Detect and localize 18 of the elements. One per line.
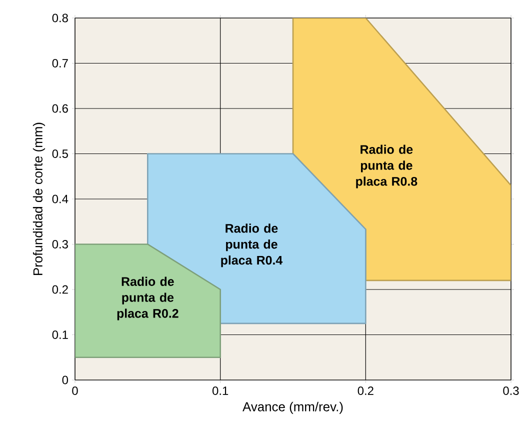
annotation: Radio de punta de placa R0.4 (221, 224, 283, 268)
y-tick-label: 0.2 (52, 285, 68, 294)
y-tick-label: 0.1 (52, 330, 68, 339)
x-tick-label: 0.2 (358, 386, 374, 395)
y-tick-label: 0.4 (52, 194, 68, 204)
y-tick-label: 0.8 (52, 14, 68, 22)
y-tick-label: 0.3 (52, 240, 68, 248)
x-axis-title: Avance (mm/rev.) (242, 402, 343, 414)
y-axis-title: Profundidad de corte (mm) (32, 122, 46, 275)
annotation: Radio de punta de placa R0.2 (117, 276, 178, 320)
annotation: Radio de punta de placa R0.8 (356, 144, 418, 188)
y-tick-label: 0.5 (52, 150, 68, 158)
x-tick-label: 0.1 (212, 386, 228, 395)
y-tick-label: 0.6 (52, 104, 68, 113)
y-tick-label: 0.7 (52, 59, 68, 68)
x-tick-label: 0.3 (503, 386, 519, 395)
y-tick-label: 0 (62, 376, 68, 384)
x-tick-label: 0 (72, 386, 78, 395)
